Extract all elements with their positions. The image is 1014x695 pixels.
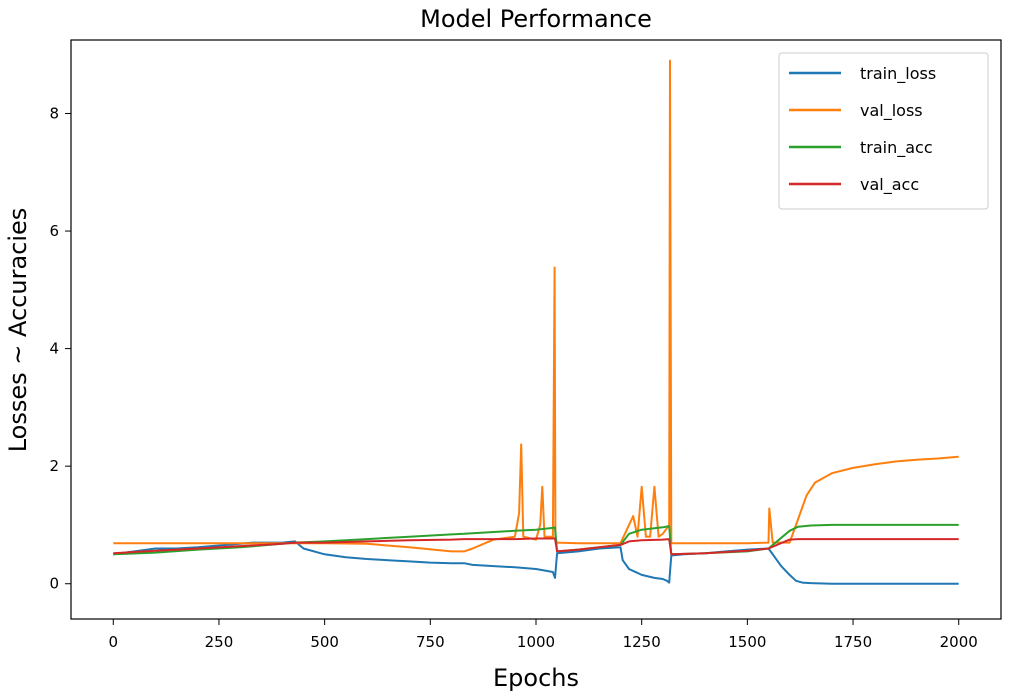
y-tick-label: 6 [49, 222, 59, 240]
series-line-val-acc [113, 537, 959, 556]
x-tick-label: 500 [310, 633, 339, 651]
x-tick-label: 1500 [728, 633, 766, 651]
legend-label: val_loss [860, 101, 923, 121]
series-line-val-loss [113, 59, 959, 553]
plot-series [113, 59, 959, 585]
x-tick-label: 1750 [834, 633, 872, 651]
x-tick-label: 250 [205, 633, 234, 651]
x-tick-label: 750 [416, 633, 445, 651]
legend-box [778, 52, 989, 210]
x-tick-label: 1000 [517, 633, 555, 651]
x-tick-label: 0 [108, 633, 118, 651]
legend: train_loss val_loss train_acc val_acc [778, 52, 989, 210]
x-axis-label: Epochs [493, 664, 579, 692]
legend-label: train_acc [860, 138, 933, 158]
x-tick-label: 1250 [623, 633, 661, 651]
y-tick-label: 2 [49, 457, 59, 475]
legend-label: val_acc [860, 175, 919, 195]
y-axis-label: Losses ~ Accuracies [4, 208, 32, 453]
legend-label: train_loss [860, 64, 936, 84]
y-axis: 0 2 4 6 8 [49, 104, 71, 593]
x-axis: 0 250 500 750 1000 1250 1500 1750 2000 [108, 619, 978, 651]
y-tick-label: 0 [49, 575, 59, 593]
y-tick-label: 4 [49, 340, 59, 358]
y-tick-label: 8 [49, 104, 59, 122]
x-tick-label: 2000 [940, 633, 978, 651]
chart-title: Model Performance [420, 5, 652, 33]
